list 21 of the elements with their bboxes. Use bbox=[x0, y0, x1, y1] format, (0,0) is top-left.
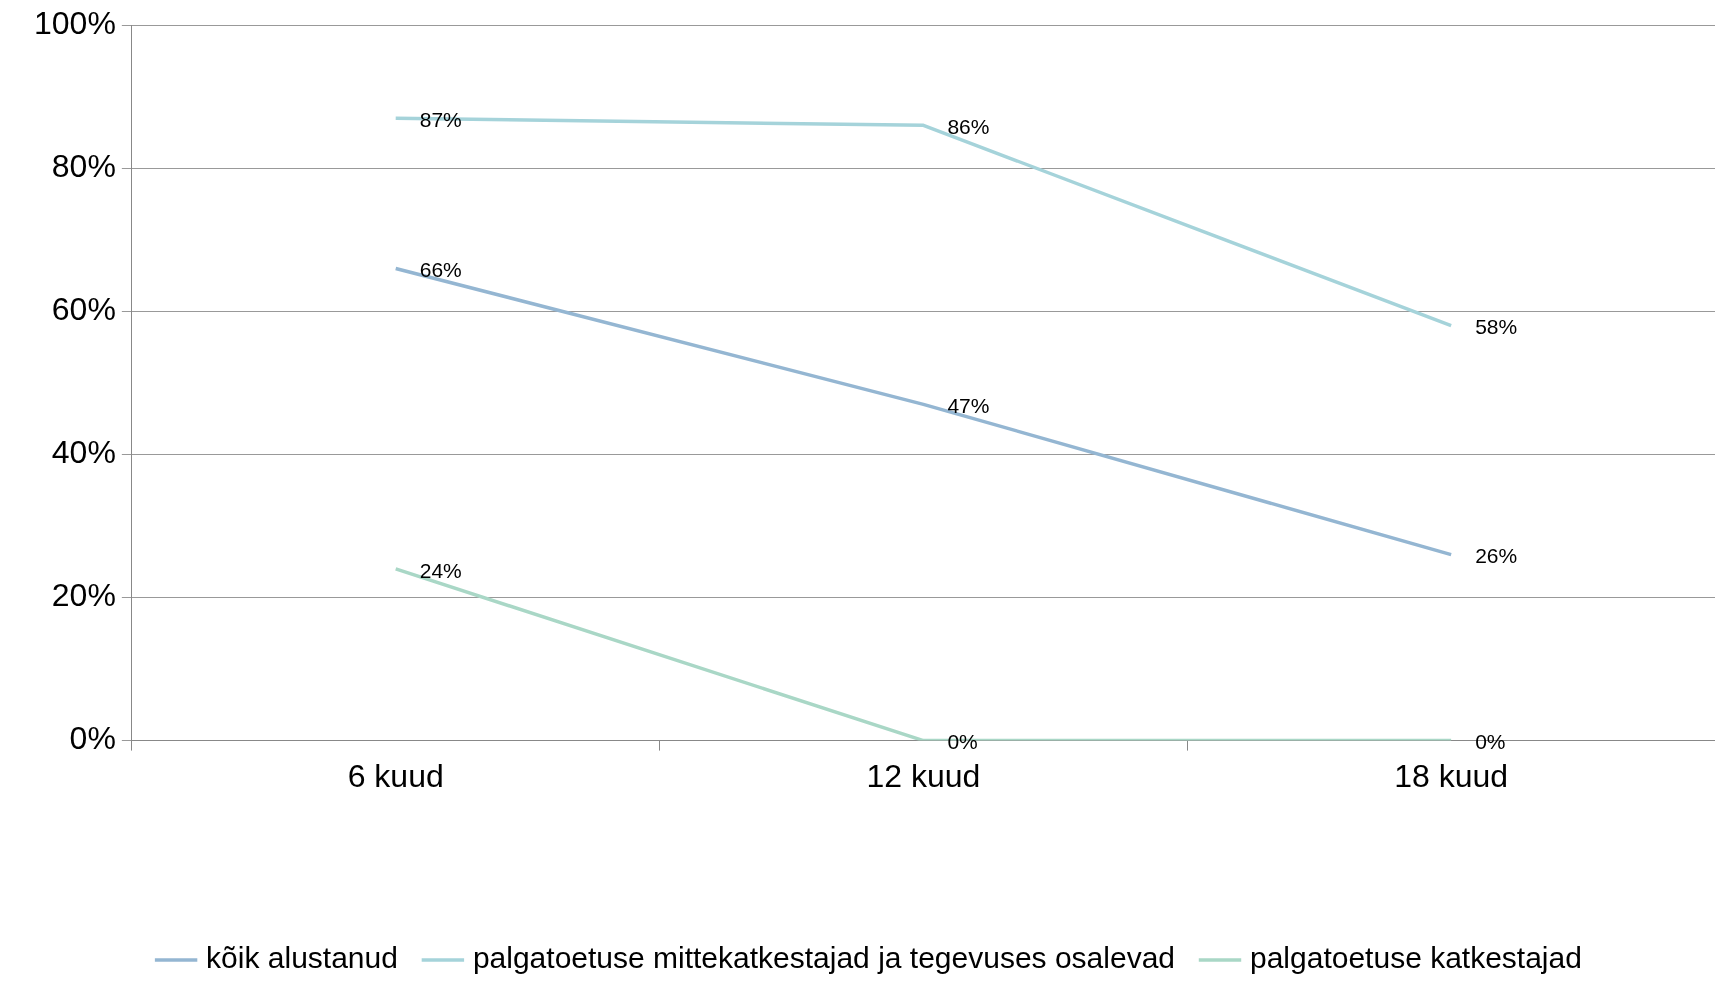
y-tick-label: 40% bbox=[51, 434, 116, 471]
data-label: 24% bbox=[419, 558, 462, 582]
y-tick-label: 60% bbox=[51, 291, 116, 328]
data-label: 0% bbox=[947, 730, 978, 754]
x-tick-label: 12 kuud bbox=[866, 757, 981, 794]
y-tick-label: 80% bbox=[51, 148, 116, 185]
data-label: 87% bbox=[419, 108, 462, 131]
x-tick-label: 18 kuud bbox=[1394, 757, 1509, 794]
data-label: 47% bbox=[947, 394, 990, 418]
legend-label: palgatoetuse mittekatkestajad ja tegevuses osalevad bbox=[472, 941, 1176, 975]
legend-label: kõik alustanud bbox=[206, 941, 398, 975]
x-tick-label: 6 kuud bbox=[347, 757, 444, 794]
data-label: 26% bbox=[1475, 544, 1518, 568]
data-label: 66% bbox=[419, 258, 462, 282]
data-label: 86% bbox=[947, 115, 990, 139]
legend-label: palgatoetuse katkestajad bbox=[1250, 941, 1582, 975]
data-label: 0% bbox=[1475, 730, 1506, 754]
y-tick-label: 20% bbox=[51, 577, 116, 614]
y-tick-label: 0% bbox=[69, 720, 116, 757]
data-label: 58% bbox=[1475, 315, 1518, 339]
y-tick-label: 100% bbox=[34, 5, 116, 42]
